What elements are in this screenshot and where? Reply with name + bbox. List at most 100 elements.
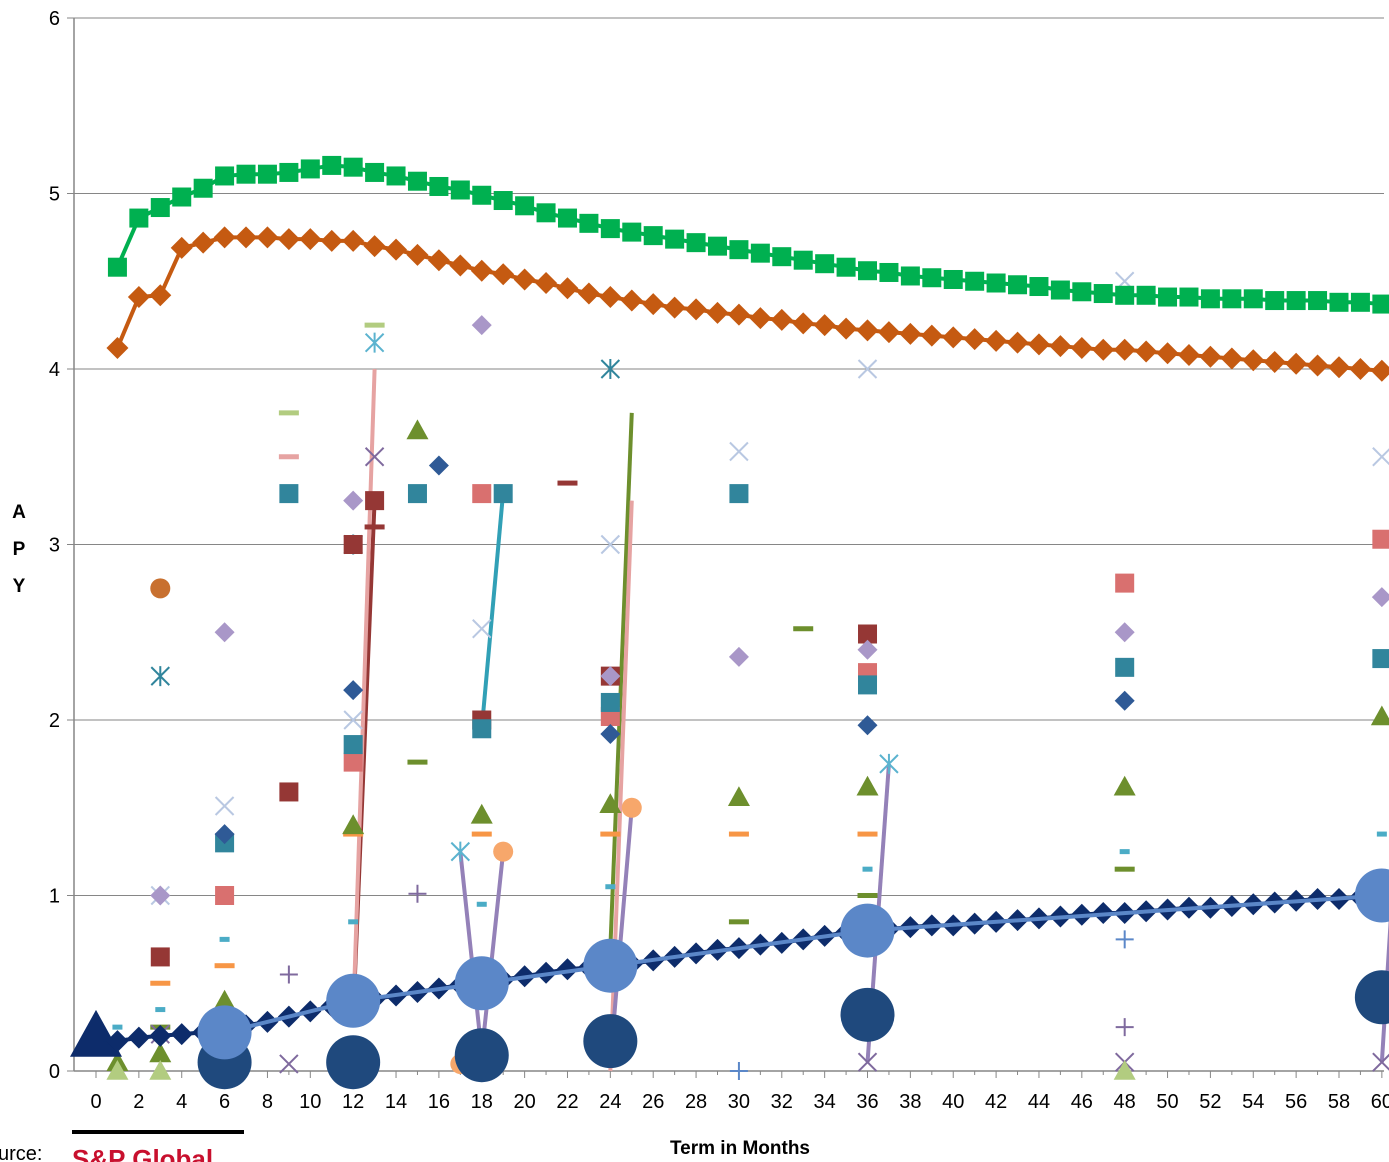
- square-marker: [322, 155, 342, 175]
- x-marker: [472, 619, 492, 639]
- diamond-marker: [556, 277, 579, 300]
- series-asterisk: [364, 332, 899, 862]
- diamond-marker: [170, 1023, 193, 1046]
- circle-marker: [493, 841, 514, 862]
- series-dash: [278, 454, 299, 460]
- diamond-marker: [963, 328, 986, 351]
- y-tick-label-5: 5: [49, 184, 60, 206]
- series-line: [608, 412, 634, 949]
- triangle-marker: [342, 814, 365, 835]
- x-tick-label-60: 60: [1371, 1091, 1389, 1113]
- dash-marker: [112, 1024, 123, 1030]
- square-marker: [858, 624, 878, 644]
- series-line-circle: [197, 868, 1389, 1060]
- series-dash: [112, 831, 1387, 1030]
- x-axis-ticks: 0 2 4 6 8 10 12 14 16 18 20 22 24 26 28 30 32 34 36 38 40 42 4…: [90, 1071, 1389, 1113]
- square-marker: [665, 229, 685, 249]
- x-tick-label-28: 28: [685, 1091, 707, 1113]
- square-marker: [1115, 573, 1135, 593]
- diamond-marker: [1113, 338, 1136, 361]
- diamond-marker: [342, 229, 365, 252]
- x-tick-label-52: 52: [1199, 1091, 1221, 1113]
- square-marker: [386, 166, 406, 186]
- triangle-marker: [470, 803, 493, 824]
- square-marker: [858, 675, 878, 695]
- x-tick-label-18: 18: [471, 1091, 493, 1113]
- square-marker: [343, 752, 363, 772]
- square-marker: [150, 198, 170, 218]
- triangle-marker: [1113, 775, 1136, 796]
- diamond-marker: [1114, 690, 1135, 711]
- diamond-marker: [706, 301, 729, 324]
- diamond-marker: [1070, 336, 1093, 359]
- diamond-marker: [235, 226, 258, 249]
- square-marker: [1286, 291, 1306, 311]
- x-tick-label-40: 40: [942, 1091, 964, 1113]
- diamond-marker: [749, 307, 772, 330]
- x-tick-label-46: 46: [1071, 1091, 1093, 1113]
- source-logo: S&P Global: [72, 1130, 244, 1162]
- plus-marker: [279, 965, 298, 984]
- square-marker: [493, 484, 513, 504]
- diamond-marker: [600, 666, 621, 687]
- square-marker: [365, 162, 385, 182]
- diamond-marker: [492, 263, 515, 286]
- x-tick-label-30: 30: [728, 1091, 750, 1113]
- dash-marker: [862, 866, 873, 872]
- dash-marker: [1119, 849, 1130, 855]
- x-tick-label-56: 56: [1285, 1091, 1307, 1113]
- triangle-marker: [406, 419, 429, 440]
- circle-marker: [840, 903, 895, 958]
- series-diamond: [150, 315, 1389, 906]
- x-axis-title: Term in Months: [670, 1138, 810, 1159]
- y-tick-label-6: 6: [49, 8, 60, 30]
- series-line: [351, 368, 377, 1019]
- triangle-marker: [856, 775, 879, 796]
- dash-marker: [605, 884, 616, 890]
- y-axis-title: APY: [12, 502, 26, 597]
- diamond-marker: [1027, 333, 1050, 356]
- y-tick-label-2: 2: [49, 710, 60, 732]
- square-marker: [557, 208, 577, 228]
- diamond-marker: [449, 254, 472, 277]
- x-tick-label-36: 36: [856, 1091, 878, 1113]
- circle-marker: [454, 1028, 509, 1083]
- diamond-marker: [406, 243, 429, 266]
- square-marker: [943, 269, 963, 289]
- circle-marker: [1354, 970, 1389, 1025]
- diamond-marker: [1306, 354, 1329, 377]
- diamond-marker: [856, 319, 879, 342]
- diamond-marker: [214, 824, 235, 845]
- diamond-marker: [1371, 587, 1389, 608]
- dash-marker: [407, 759, 428, 765]
- square-marker: [1200, 289, 1220, 309]
- circle-marker: [583, 1014, 638, 1069]
- x-tick-label-34: 34: [814, 1091, 836, 1113]
- diamond-marker: [106, 336, 129, 359]
- square-marker: [622, 222, 642, 242]
- square-marker: [686, 233, 706, 253]
- y-axis-ticks: 0 1 2 3 4 5 6: [49, 8, 74, 1083]
- y-axis-title-letter: Y: [13, 576, 26, 597]
- series-dash: [150, 831, 878, 986]
- diamond-marker: [899, 322, 922, 345]
- dash-marker: [600, 831, 621, 837]
- diamond-marker: [857, 715, 878, 736]
- dash-marker: [348, 919, 359, 925]
- circle-marker: [326, 973, 381, 1028]
- x-marker: [214, 796, 235, 816]
- square-marker: [1008, 275, 1028, 295]
- series-dash: [278, 322, 385, 416]
- diamond-marker: [320, 229, 343, 252]
- series-plus: [729, 930, 1134, 1080]
- diamond-marker: [1006, 331, 1029, 354]
- diamond-marker: [599, 286, 622, 309]
- square-marker: [472, 484, 492, 504]
- square-marker: [279, 484, 299, 504]
- square-marker: [257, 164, 277, 184]
- triangle-marker: [106, 1060, 129, 1080]
- diamond-marker: [620, 289, 643, 312]
- triangle-marker: [149, 1042, 172, 1063]
- circle-marker: [583, 938, 638, 993]
- diamond-marker: [1049, 335, 1072, 358]
